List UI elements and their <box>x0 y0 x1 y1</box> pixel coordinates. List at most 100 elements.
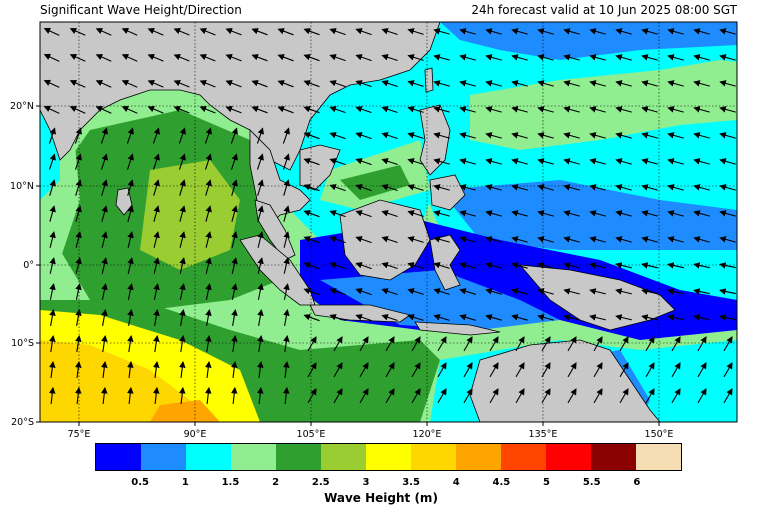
direction-arrow <box>641 28 658 35</box>
direction-arrow <box>723 336 733 352</box>
direction-arrow <box>563 106 580 113</box>
direction-arrow <box>407 314 424 321</box>
direction-arrow <box>537 80 554 87</box>
direction-arrow <box>75 205 82 222</box>
direction-arrow <box>69 105 86 114</box>
direction-arrow <box>49 283 56 300</box>
colorbar-tick-label: 3.5 <box>402 477 420 488</box>
direction-arrow <box>179 231 186 248</box>
direction-arrow <box>459 236 476 243</box>
direction-arrow <box>463 362 473 378</box>
direction-arrow <box>282 127 290 144</box>
direction-arrow <box>693 106 710 113</box>
direction-arrow <box>251 54 268 62</box>
direction-arrow <box>485 210 502 217</box>
direction-arrow <box>355 106 372 114</box>
direction-arrow <box>48 153 56 170</box>
direction-arrow <box>100 153 108 170</box>
direction-arrow <box>355 158 372 166</box>
direction-arrow <box>231 283 238 300</box>
direction-arrow <box>563 236 580 243</box>
direction-arrow <box>459 184 476 191</box>
direction-arrow <box>173 106 190 114</box>
direction-arrow <box>407 80 424 87</box>
direction-arrow <box>381 236 398 244</box>
direction-arrow <box>589 314 606 321</box>
direction-arrow <box>563 314 580 321</box>
direction-arrow <box>719 184 736 191</box>
direction-arrow <box>329 158 346 166</box>
direction-arrow <box>485 288 502 295</box>
direction-arrow <box>667 288 684 295</box>
direction-arrow <box>127 179 134 196</box>
direction-arrow <box>75 179 82 196</box>
direction-arrow <box>101 386 108 405</box>
direction-arrow <box>283 335 290 352</box>
direction-arrow <box>641 132 658 139</box>
direction-arrow <box>43 53 60 62</box>
direction-arrow <box>407 236 424 243</box>
direction-arrow <box>511 28 528 35</box>
direction-arrow <box>153 231 160 248</box>
direction-arrow <box>459 158 476 165</box>
direction-arrow <box>303 158 320 166</box>
direction-arrow <box>179 205 186 222</box>
direction-arrow <box>205 231 212 248</box>
direction-arrow <box>537 158 554 165</box>
direction-arrow <box>593 388 603 404</box>
direction-arrow <box>619 388 629 404</box>
direction-arrow <box>359 336 369 352</box>
direction-arrow <box>121 27 138 36</box>
direction-arrow <box>667 210 684 217</box>
direction-arrow <box>147 53 164 62</box>
direction-arrow <box>127 386 134 405</box>
direction-arrow <box>95 53 112 62</box>
direction-arrow <box>723 388 733 404</box>
direction-arrow <box>385 362 395 378</box>
direction-arrow <box>719 210 736 217</box>
direction-arrow <box>459 262 476 269</box>
direction-arrow <box>283 283 290 300</box>
direction-arrow <box>537 184 554 191</box>
direction-arrow <box>537 236 554 243</box>
direction-arrow <box>205 335 212 352</box>
direction-arrow <box>615 314 632 321</box>
direction-arrow <box>231 335 238 352</box>
direction-arrow <box>567 388 577 404</box>
colorbar-tick-label: 5.5 <box>582 477 601 488</box>
map-frame <box>39 21 738 423</box>
direction-arrow <box>199 54 216 62</box>
direction-arrow <box>667 132 684 139</box>
direction-arrow <box>283 386 290 405</box>
direction-arrow <box>589 54 606 61</box>
direction-arrow <box>485 314 502 321</box>
direction-arrow <box>251 106 268 114</box>
direction-arrow <box>485 106 502 113</box>
direction-arrow <box>667 184 684 191</box>
direction-arrow <box>615 184 632 191</box>
direction-arrow <box>437 388 447 404</box>
direction-arrow <box>101 309 108 326</box>
direction-arrow <box>463 336 473 352</box>
direction-arrow <box>225 106 242 114</box>
direction-arrow <box>433 80 450 87</box>
wave-direction-arrows <box>43 27 736 405</box>
direction-arrow <box>671 362 681 378</box>
direction-arrow <box>75 231 82 248</box>
direction-arrow <box>179 335 186 352</box>
direction-arrow <box>333 336 343 352</box>
direction-arrow <box>459 132 476 139</box>
direction-arrow <box>152 127 160 144</box>
direction-arrow <box>153 335 160 352</box>
direction-arrow <box>511 80 528 87</box>
direction-arrow <box>511 314 528 321</box>
direction-arrow <box>277 54 294 62</box>
direction-arrow <box>43 105 60 114</box>
direction-arrow <box>641 106 658 113</box>
direction-arrow <box>205 257 212 274</box>
direction-arrow <box>329 184 346 192</box>
direction-arrow <box>693 210 710 217</box>
colorbar-swatch <box>411 444 456 470</box>
direction-arrow <box>101 257 108 274</box>
direction-arrow <box>381 288 398 296</box>
